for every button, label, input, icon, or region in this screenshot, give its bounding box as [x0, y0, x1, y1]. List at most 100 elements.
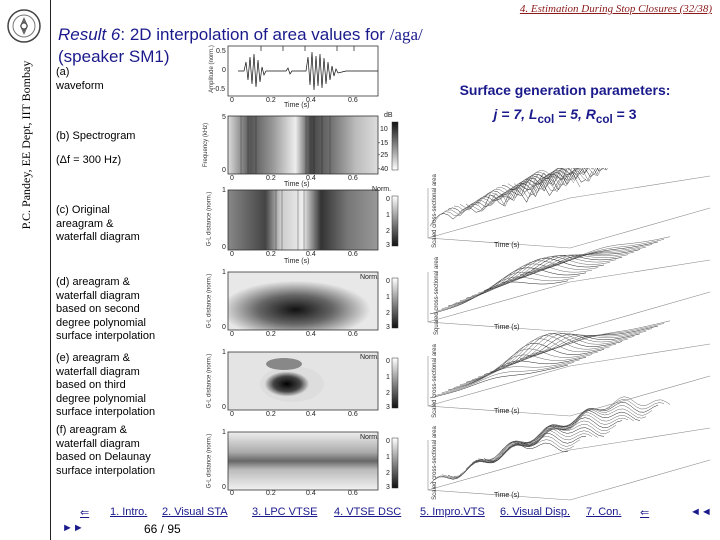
nav-vtse-link[interactable]: 4. VTSE DSC [334, 506, 402, 518]
label-f: (f) areagram & waterfall diagram based o… [56, 424, 156, 477]
waterfall-line [531, 320, 671, 355]
nav-con-link[interactable]: 7. Con. [586, 506, 622, 518]
waterfall-line [435, 276, 575, 312]
nav-visual-sta-link[interactable]: 2. Visual STA [162, 506, 228, 518]
label-d: (d) areagram & waterfall diagram based o… [56, 276, 156, 342]
time-tick: 0 [230, 331, 234, 338]
time-tick: 0.6 [348, 251, 358, 258]
norm-tick: 2 [386, 310, 390, 317]
waterfall-line [507, 330, 647, 365]
waterfall-line [531, 236, 671, 271]
time-tick: 0 [230, 97, 234, 104]
waterfall-line [483, 254, 623, 291]
time-tick: 0 [230, 251, 234, 258]
nav-bar: ⇐ ►► 1. Intro. 2. Visual STA 3. LPC VTSE… [0, 506, 720, 540]
params-sub2: col [595, 112, 613, 126]
gl-tick: 1 [222, 429, 226, 436]
time-tick: 0.2 [266, 490, 276, 497]
norm-label: Norm. [360, 434, 380, 441]
waterfall-frame [427, 175, 711, 249]
waterfall-line [459, 260, 599, 302]
norm-tick: 3 [386, 242, 390, 249]
surf-x-label: Time (s) [494, 242, 520, 249]
nav-prev-button[interactable]: ►► [62, 522, 84, 534]
waterfall-line [507, 408, 647, 449]
waterfall-panel [427, 320, 711, 417]
gl-tick: 0 [222, 484, 226, 491]
waterfall-line [447, 433, 587, 478]
waterfall-panel [427, 236, 711, 333]
nav-intro-link[interactable]: 1. Intro. [110, 506, 148, 518]
spectrogram-plot: Frequency (kHz) 5 0 dB 10 -15 -25 -40 0 … [186, 112, 406, 190]
time-tick: 0 [230, 175, 234, 182]
db-tick: -15 [378, 140, 389, 147]
waterfall-line [441, 436, 581, 479]
section-header-link[interactable]: 4. Estimation During Stop Closures (32/3… [519, 3, 712, 15]
time-tick: 0.6 [348, 175, 358, 182]
label-e: (e) areagram & waterfall diagram based o… [56, 352, 156, 418]
norm-tick: 1 [386, 374, 390, 381]
nav-back-button[interactable]: ⇐ [640, 507, 650, 519]
waterfall-line [501, 410, 641, 455]
waterfall-line [435, 362, 575, 396]
waterfall-line [489, 414, 629, 461]
waterfall-line [525, 239, 665, 273]
title-prefix: Result 6 [58, 25, 121, 44]
label-a: (a) waveform [56, 66, 104, 92]
time-tick: 0 [230, 411, 234, 418]
time-axis-label: Time (s) [284, 181, 310, 188]
nav-impro-link[interactable]: 5. Impro.VTS [420, 506, 485, 518]
time-tick: 0.6 [348, 97, 358, 104]
label-b2: (Δf = 300 Hz) [56, 154, 122, 166]
waterfall-line [435, 175, 575, 220]
nav-lpc-link[interactable]: 3. LPC VTSE [252, 506, 318, 518]
waterfall-line [531, 396, 671, 444]
time-tick: 0 [230, 490, 234, 497]
time-tick: 0.4 [306, 251, 316, 258]
norm-label: Norm. [360, 354, 380, 361]
time-tick: 0.2 [266, 97, 276, 104]
waterfall-line [465, 426, 605, 470]
waterfall-line [471, 338, 611, 380]
iit-bombay-logo [7, 9, 41, 43]
db-tick: -25 [378, 152, 389, 159]
waterfall-column: Scaled cross-sectional area Squared cros… [420, 168, 716, 504]
gl-axis-label: G-L distance (norm.) [206, 353, 213, 409]
time-tick: 0.2 [266, 251, 276, 258]
gl-tick: 0 [222, 404, 226, 411]
waterfall-line [453, 430, 593, 477]
waterfall-line [495, 251, 635, 286]
params-formula: j = 7, L [493, 106, 538, 122]
gl-tick: 0 [222, 244, 226, 251]
time-tick: 0.4 [306, 97, 316, 104]
waterfall-line [429, 364, 569, 399]
time-tick: 0.6 [348, 490, 358, 497]
waterfall-line [483, 168, 604, 199]
waterfall-line [477, 420, 617, 463]
waterfall-line [489, 168, 607, 195]
waterfall-line [495, 168, 608, 194]
gl-tick: 1 [222, 349, 226, 356]
areagram-c: G-L distance (norm.) 1 0 Norm. 0 1 2 3 0… [186, 184, 406, 266]
areagram-d: G-L distance (norm.) 1 0 Norm. 0 1 2 3 0… [186, 266, 406, 346]
waterfall-line [453, 354, 593, 388]
nav-first-button[interactable]: ⇐ [80, 507, 90, 519]
freq-axis-label: Frequency (kHz) [203, 122, 210, 168]
nav-last-button[interactable]: ◄◄ [690, 506, 712, 518]
nav-visual-disp-link[interactable]: 6. Visual Disp. [500, 506, 571, 518]
waterfall-line [489, 254, 629, 289]
time-tick: 0.4 [306, 331, 316, 338]
time-tick: 0.2 [266, 411, 276, 418]
waveform-plot: Amplitude (norm.) 0.5 0 -0.5 0 0.2 0.4 0… [186, 42, 406, 110]
waterfall-line [525, 168, 578, 184]
amp-tick: 0 [222, 67, 226, 74]
time-tick: 0.2 [266, 175, 276, 182]
waterfall-frame [427, 343, 711, 417]
waterfall-line [435, 439, 575, 480]
waterfall-line [519, 241, 659, 276]
waterfall-line [495, 412, 635, 460]
amp-tick: 0.5 [216, 48, 226, 55]
surf-x-label: Time (s) [494, 408, 520, 415]
gl-axis-label: G-L distance (norm.) [206, 273, 213, 329]
waterfall-line [525, 399, 665, 445]
